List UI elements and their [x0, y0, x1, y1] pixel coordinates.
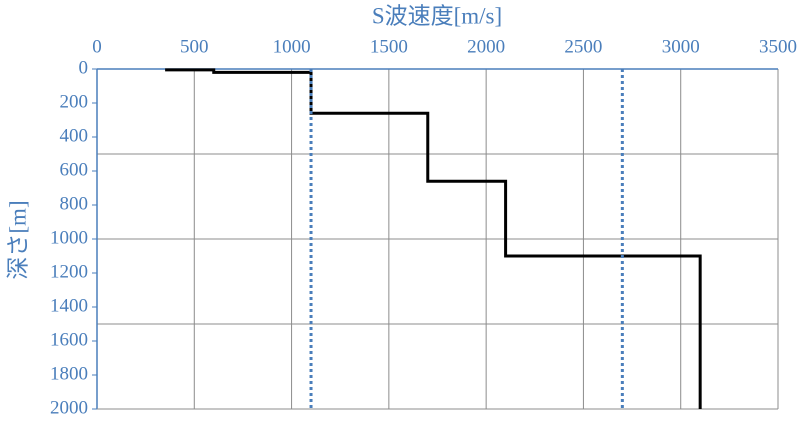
x-tick-label: 3500: [759, 36, 797, 57]
y-tick-label: 1800: [50, 363, 88, 384]
x-tick-label: 1000: [273, 36, 311, 57]
x-tick-label: 2000: [467, 36, 505, 57]
y-tick-label: 800: [60, 193, 89, 214]
y-tick-label: 0: [79, 57, 89, 78]
x-tick-label: 0: [92, 36, 102, 57]
y-axis-label: 深さ[m]: [5, 200, 30, 279]
y-tick-label: 1000: [50, 227, 88, 248]
y-tick-label: 600: [60, 159, 89, 180]
y-tick-label: 1600: [50, 329, 88, 350]
y-tick-label: 2000: [50, 397, 88, 418]
series-line: [165, 68, 702, 409]
x-axis-label: S波速度[m/s]: [372, 3, 502, 28]
x-tick-label: 3000: [662, 36, 700, 57]
x-tick-label: 500: [180, 36, 209, 57]
x-tick-label: 2500: [564, 36, 602, 57]
x-tick-label: 1500: [370, 36, 408, 57]
y-tick-label: 200: [60, 91, 89, 112]
y-tick-label: 1200: [50, 261, 88, 282]
y-tick-label: 1400: [50, 295, 88, 316]
y-tick-label: 400: [60, 125, 89, 146]
